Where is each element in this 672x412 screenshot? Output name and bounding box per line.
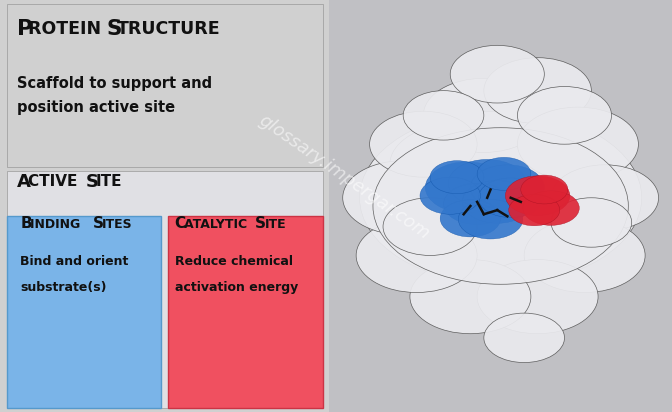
FancyBboxPatch shape bbox=[7, 171, 323, 408]
Text: substrate(s): substrate(s) bbox=[20, 281, 107, 295]
Circle shape bbox=[403, 91, 484, 140]
Circle shape bbox=[509, 194, 560, 226]
Circle shape bbox=[551, 198, 632, 247]
Text: S: S bbox=[93, 216, 103, 231]
Text: A: A bbox=[17, 173, 31, 191]
FancyBboxPatch shape bbox=[329, 0, 672, 412]
Circle shape bbox=[390, 124, 524, 206]
Circle shape bbox=[462, 180, 532, 223]
FancyBboxPatch shape bbox=[168, 216, 323, 408]
Circle shape bbox=[450, 45, 544, 103]
Circle shape bbox=[444, 183, 511, 225]
Circle shape bbox=[425, 162, 509, 213]
Circle shape bbox=[477, 260, 598, 334]
Text: S: S bbox=[86, 173, 99, 191]
Text: Scaffold to support and: Scaffold to support and bbox=[17, 76, 212, 91]
Circle shape bbox=[373, 128, 628, 284]
Text: TRUCTURE: TRUCTURE bbox=[117, 20, 220, 38]
Circle shape bbox=[440, 200, 501, 237]
FancyBboxPatch shape bbox=[7, 216, 161, 408]
Circle shape bbox=[484, 58, 591, 124]
Circle shape bbox=[383, 198, 477, 255]
Circle shape bbox=[477, 157, 531, 190]
Text: Bind and orient: Bind and orient bbox=[20, 255, 128, 269]
Circle shape bbox=[551, 165, 659, 231]
Text: ITE: ITE bbox=[265, 218, 286, 231]
Circle shape bbox=[423, 78, 544, 152]
Circle shape bbox=[517, 87, 612, 144]
Circle shape bbox=[521, 175, 568, 204]
Text: ATALYTIC: ATALYTIC bbox=[184, 218, 251, 231]
Text: S: S bbox=[106, 19, 122, 39]
Circle shape bbox=[517, 107, 638, 181]
Text: glossary.impergar.com: glossary.impergar.com bbox=[255, 111, 433, 243]
Text: CTIVE: CTIVE bbox=[28, 174, 82, 189]
Circle shape bbox=[458, 199, 523, 239]
Circle shape bbox=[343, 161, 464, 235]
Text: C: C bbox=[175, 216, 186, 231]
Text: INDING: INDING bbox=[30, 218, 84, 231]
Circle shape bbox=[430, 161, 484, 194]
Text: position active site: position active site bbox=[17, 100, 175, 115]
Text: P: P bbox=[17, 19, 32, 39]
Circle shape bbox=[448, 159, 526, 207]
Text: Reduce chemical: Reduce chemical bbox=[175, 255, 293, 269]
Circle shape bbox=[523, 191, 579, 225]
Circle shape bbox=[524, 218, 645, 293]
Text: ITES: ITES bbox=[102, 218, 133, 231]
Circle shape bbox=[478, 178, 543, 218]
Circle shape bbox=[370, 111, 477, 177]
Circle shape bbox=[470, 165, 544, 210]
Circle shape bbox=[360, 111, 642, 284]
Text: B: B bbox=[20, 216, 32, 231]
Text: activation energy: activation energy bbox=[175, 281, 298, 295]
Text: ROTEIN: ROTEIN bbox=[28, 20, 108, 38]
Circle shape bbox=[420, 177, 480, 214]
FancyBboxPatch shape bbox=[7, 4, 323, 167]
Circle shape bbox=[410, 260, 531, 334]
Circle shape bbox=[356, 218, 477, 293]
Text: S: S bbox=[255, 216, 266, 231]
Circle shape bbox=[505, 176, 570, 215]
Circle shape bbox=[484, 313, 564, 363]
Text: ITE: ITE bbox=[96, 174, 122, 189]
